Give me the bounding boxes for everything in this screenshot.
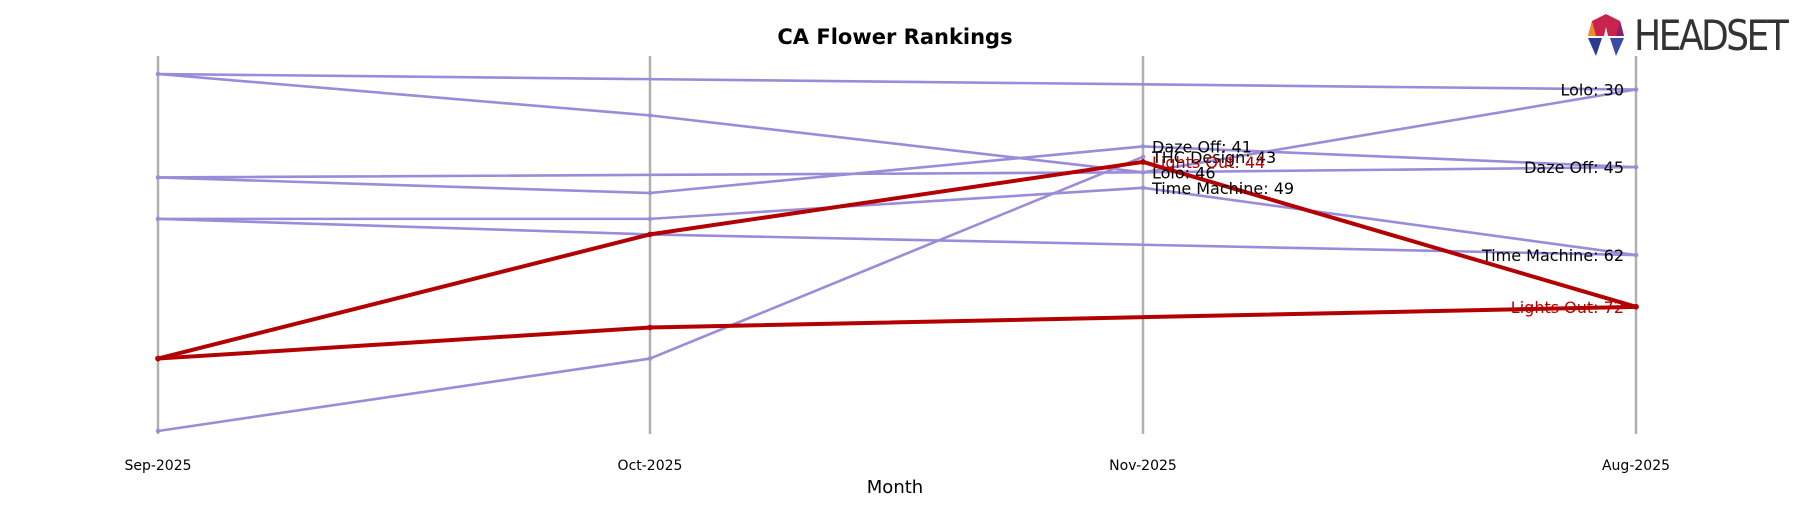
series-point-other-9-2	[1633, 304, 1639, 310]
end-labels: Lolo: 46 Lolo: 30 Daze Off: 41 Daze Off: 45…	[1151, 81, 1624, 317]
end-label-lights-out-3: Lights Out: 72	[1511, 298, 1624, 317]
series-point-other-7-1	[647, 356, 653, 361]
series-point-other-8-2	[1140, 159, 1146, 165]
series-point-other-3-1	[1140, 170, 1146, 175]
x-tick-labels: Sep-2025 Oct-2025 Nov-2025 Aug-2025	[124, 458, 1670, 474]
series-line-daze-off	[1141, 145, 1638, 169]
series-point-other-5-1	[647, 216, 653, 222]
end-label-lolo-2: Lolo: 46	[1152, 163, 1216, 182]
headset-logo-text: HEADSET	[1634, 11, 1789, 60]
series-point-other-2-0	[155, 71, 161, 77]
headset-logo-icon	[1588, 14, 1624, 56]
end-label-thc-design-2: THC Design: 43	[1151, 148, 1276, 167]
series-line-lights-out	[1141, 159, 1638, 309]
x-tick-label-3: Aug-2025	[1602, 458, 1670, 474]
series-line-lolo	[1141, 88, 1638, 174]
series-point-other-6-0	[155, 216, 161, 222]
series-point-other-4-0	[155, 175, 161, 180]
series-lines	[155, 71, 1639, 434]
series-point-other-7-0	[155, 428, 161, 434]
series-point-other-5-2	[1140, 185, 1146, 191]
end-label-time-machine-2: Time Machine: 49	[1151, 179, 1294, 198]
series-point-other-4-1	[647, 190, 653, 196]
series-line-time-machine	[1141, 186, 1638, 257]
series-point-other-3-2	[1633, 164, 1639, 170]
series-line-other-1	[156, 72, 1638, 91]
end-label-time-machine-3: Time Machine: 62	[1481, 246, 1624, 265]
series-point-other-1-1	[1633, 87, 1639, 92]
x-tick-label-0: Sep-2025	[124, 458, 191, 474]
end-label-daze-off-2: Daze Off: 41	[1152, 137, 1252, 156]
headset-logo: HEADSET	[1582, 12, 1811, 60]
end-label-lights-out-2: Lights Out: 44	[1152, 153, 1265, 172]
series-point-other-8-1	[647, 231, 653, 238]
series-point-other-9-1	[647, 324, 653, 331]
series-point-other-6-2	[1633, 252, 1639, 258]
series-point-other-9-0	[155, 355, 161, 362]
end-label-daze-off-3: Daze Off: 45	[1524, 158, 1624, 177]
series-point-other-4-2	[1140, 144, 1146, 149]
x-axis-label: Month	[867, 477, 923, 498]
month-axis-lines	[156, 56, 1638, 434]
x-tick-label-1: Oct-2025	[618, 458, 683, 474]
series-line-other-9	[156, 304, 1638, 361]
chart-title: CA Flower Rankings	[777, 25, 1012, 49]
end-label-lolo-3: Lolo: 30	[1561, 81, 1625, 100]
x-tick-label-2: Nov-2025	[1109, 458, 1177, 474]
series-point-other-2-1	[647, 113, 653, 118]
series-point-other-7-2	[1140, 154, 1146, 159]
